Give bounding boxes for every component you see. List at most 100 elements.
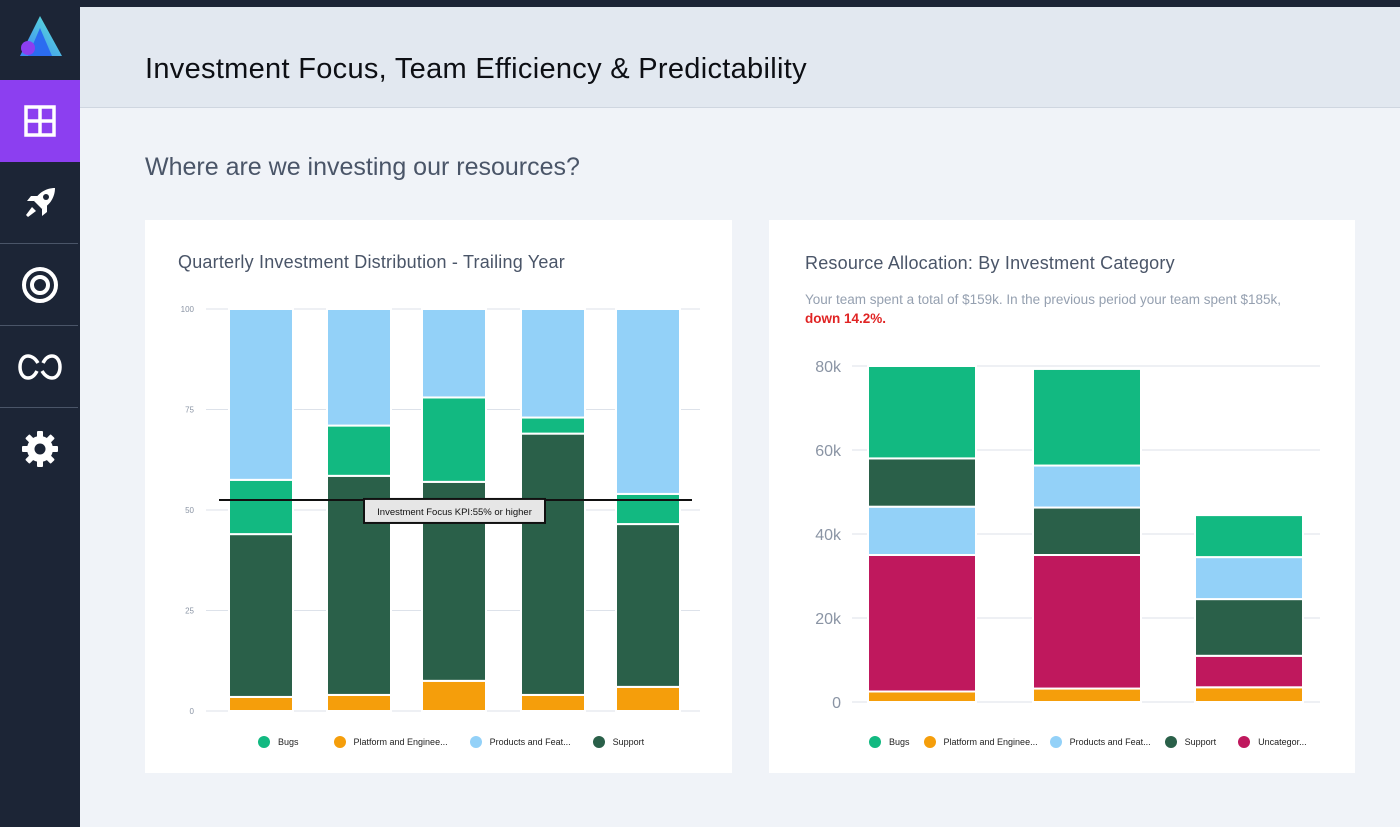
bar-segment[interactable] (615, 523, 681, 688)
allocation-chart-card: Resource Allocation: By Investment Categ… (769, 220, 1355, 773)
legend-item-products[interactable]: Products and Feat... (1049, 736, 1151, 748)
bar-segment[interactable] (520, 416, 586, 435)
legend-label: Products and Feat... (1069, 737, 1151, 747)
y-tick-label: 80k (815, 359, 842, 376)
rocket-icon (26, 188, 55, 217)
sidebar (0, 0, 80, 827)
subtitle-text: Your team spent a total of $159k. In the… (805, 292, 1282, 307)
section-title: Where are we investing our resources? (145, 153, 580, 181)
quarterly-chart-card: Quarterly Investment Distribution - Trai… (145, 220, 732, 773)
sidebar-divider (0, 325, 78, 326)
legend-swatch (1238, 736, 1251, 748)
sidebar-item-dashboard[interactable] (0, 80, 80, 162)
legend-swatch (333, 736, 346, 748)
legend-label: Products and Feat... (489, 737, 571, 747)
bar-segment[interactable] (326, 693, 392, 713)
y-tick-label: 50 (185, 506, 194, 515)
app-logo-icon[interactable] (18, 14, 64, 60)
sidebar-divider (0, 407, 78, 408)
legend-item-uncategorized[interactable]: Uncategor... (1238, 736, 1307, 748)
bar-segment[interactable] (1194, 514, 1304, 559)
y-tick-label: 20k (815, 611, 842, 628)
legend-item-bugs[interactable]: Bugs (258, 736, 299, 748)
bar-segment[interactable] (520, 308, 586, 419)
allocation-bar-chart: 0 20k 40k 60k 80k (815, 359, 1320, 712)
sidebar-item-cycles[interactable] (0, 326, 80, 408)
bar-segment[interactable] (520, 693, 586, 713)
bar-segment[interactable] (421, 396, 487, 483)
legend-label: Bugs (889, 737, 910, 747)
y-tick-label: 40k (815, 527, 842, 544)
top-bar (0, 0, 1400, 7)
bar-segment[interactable] (421, 679, 487, 713)
page-header: Investment Focus, Team Efficiency & Pred… (80, 7, 1400, 108)
legend-label: Platform and Enginee... (943, 737, 1038, 747)
bar-segment[interactable] (867, 365, 977, 460)
y-tick-label: 100 (181, 305, 195, 314)
chart-legend: Bugs Platform and Enginee... Products an… (258, 736, 644, 748)
bar-segment[interactable] (1032, 367, 1142, 467)
legend-item-platform[interactable]: Platform and Enginee... (923, 736, 1038, 748)
kpi-label: Investment Focus KPI:55% or higher (377, 507, 532, 518)
y-tick-label: 60k (815, 443, 842, 460)
change-indicator: down 14.2%. (805, 311, 887, 326)
sidebar-item-settings[interactable] (0, 408, 80, 490)
bar-segment[interactable] (326, 424, 392, 477)
bar-segment[interactable] (1194, 598, 1304, 657)
target-icon (22, 267, 58, 303)
bar-segment[interactable] (228, 478, 294, 536)
bar-segment[interactable] (867, 690, 977, 703)
legend-swatch (258, 736, 270, 748)
bar-segment[interactable] (421, 308, 487, 399)
legend-item-support[interactable]: Support (1164, 736, 1216, 748)
bar-segment[interactable] (1194, 556, 1304, 601)
legend-swatch (923, 736, 936, 748)
bar-segment[interactable] (228, 695, 294, 712)
legend-label: Uncategor... (1258, 737, 1307, 747)
legend-swatch (1164, 736, 1177, 748)
quarterly-bar-chart: 0 25 50 75 100 Investment Focus KPI:55% or hi… (181, 305, 700, 716)
bar-segment[interactable] (326, 474, 392, 696)
y-tick-label: 25 (185, 607, 194, 616)
legend-item-bugs[interactable]: Bugs (869, 736, 910, 748)
sidebar-divider (0, 243, 78, 244)
infinity-icon (18, 354, 62, 380)
bar-segment[interactable] (1032, 464, 1142, 509)
page-title: Investment Focus, Team Efficiency & Pred… (145, 53, 807, 85)
bar-segment[interactable] (867, 554, 977, 693)
y-tick-label: 0 (832, 695, 841, 712)
legend-swatch (869, 736, 881, 748)
sidebar-item-releases[interactable] (0, 162, 80, 244)
chart-title: Quarterly Investment Distribution - Trai… (178, 252, 565, 272)
legend-swatch (1049, 736, 1062, 748)
legend-item-platform[interactable]: Platform and Enginee... (333, 736, 448, 748)
legend-item-support[interactable]: Support (592, 736, 644, 748)
bar-segment[interactable] (615, 492, 681, 526)
legend-item-products[interactable]: Products and Feat... (469, 736, 571, 748)
sidebar-item-goals[interactable] (0, 244, 80, 326)
chart-legend: Bugs Platform and Enginee... Products an… (869, 736, 1307, 748)
legend-label: Platform and Enginee... (353, 737, 448, 747)
bar-segment[interactable] (867, 505, 977, 557)
chart-subtitle: Your team spent a total of $159k. In the… (805, 290, 1295, 328)
legend-label: Bugs (278, 737, 299, 747)
bar-segment[interactable] (1194, 654, 1304, 689)
legend-swatch (592, 736, 605, 748)
y-tick-label: 75 (185, 406, 194, 415)
bar-segment[interactable] (1032, 554, 1142, 690)
grid-icon (24, 105, 56, 137)
y-tick-label: 0 (190, 707, 195, 716)
bar-segment[interactable] (615, 308, 681, 495)
bar-segment[interactable] (615, 685, 681, 713)
bar-segment[interactable] (326, 308, 392, 427)
bar-segment[interactable] (1194, 686, 1304, 703)
bar-segment[interactable] (228, 308, 294, 481)
bar-segment[interactable] (1032, 687, 1142, 703)
bar-segment[interactable] (867, 457, 977, 508)
bar-segment[interactable] (520, 432, 586, 696)
kpi-label-box (363, 497, 546, 524)
legend-swatch (469, 736, 482, 748)
bar-segment[interactable] (228, 533, 294, 698)
gear-icon (22, 431, 58, 467)
bar-segment[interactable] (1032, 506, 1142, 557)
